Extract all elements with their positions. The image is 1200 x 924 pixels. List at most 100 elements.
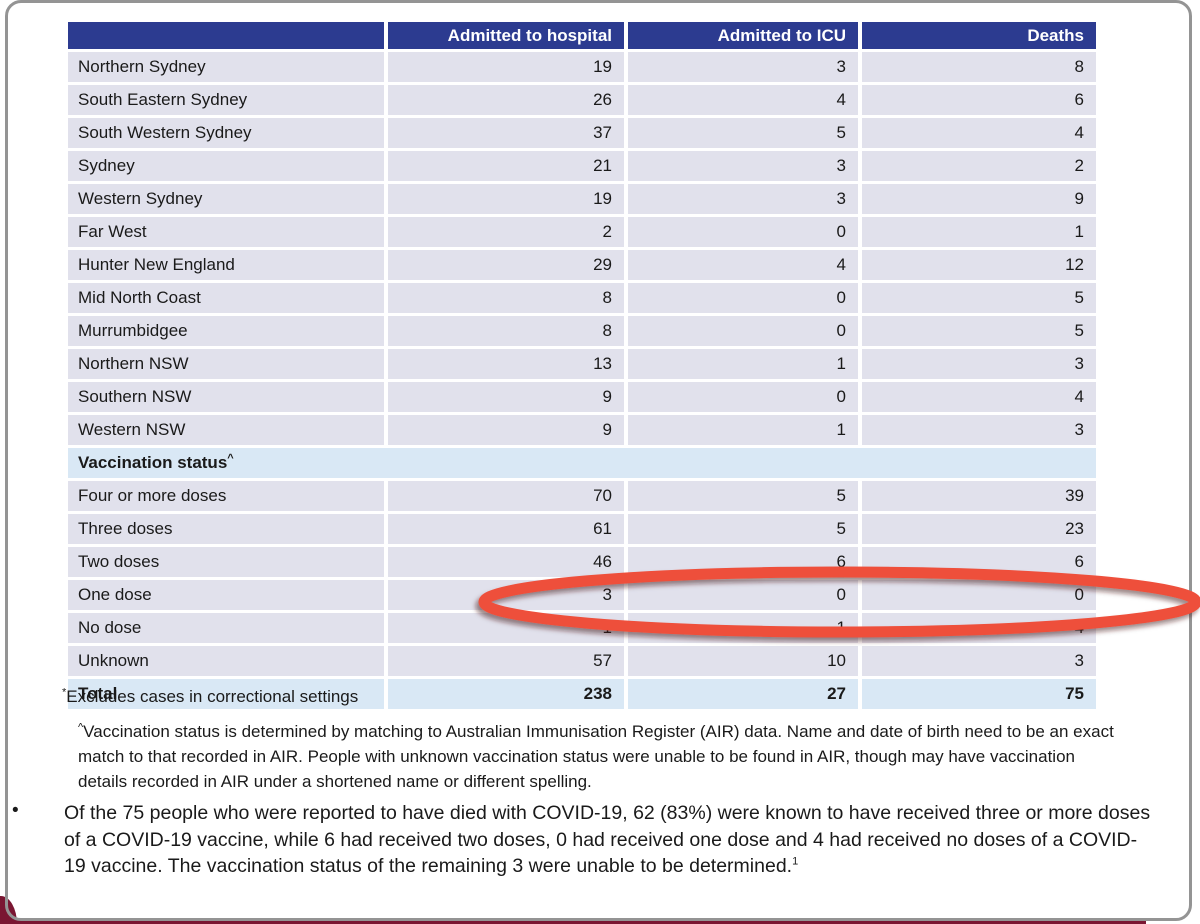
row-value: 0 [628,382,858,412]
row-value: 0 [628,283,858,313]
row-value: 29 [388,250,624,280]
bullet-text: Of the 75 people who were reported to ha… [64,800,1155,880]
row-label: Unknown [68,646,384,676]
row-value: 9 [862,184,1096,214]
row-value: 19 [388,184,624,214]
row-value: 75 [862,679,1096,709]
row-label: No dose [68,613,384,643]
footnote-text: Vaccination status is determined by matc… [78,722,1114,791]
table-row: Three doses 61 5 23 [68,514,1096,544]
row-value: 10 [628,646,858,676]
row-value: 5 [862,283,1096,313]
row-value: 4 [862,613,1096,643]
slide-bottom-accent [14,918,1146,924]
covid-stats-table: Admitted to hospital Admitted to ICU Dea… [64,19,1100,712]
row-value: 3 [628,184,858,214]
row-value: 3 [862,646,1096,676]
table-row: South Western Sydney 37 5 4 [68,118,1096,148]
row-label: Two doses [68,547,384,577]
row-value: 39 [862,481,1096,511]
row-label: Murrumbidgee [68,316,384,346]
table-row: Sydney 21 3 2 [68,151,1096,181]
row-value: 61 [388,514,624,544]
table-header-hospital: Admitted to hospital [388,22,624,49]
table-row: Northern Sydney 19 3 8 [68,52,1096,82]
table-row: Mid North Coast 8 0 5 [68,283,1096,313]
row-label: Far West [68,217,384,247]
row-label: Northern NSW [68,349,384,379]
section-label: Vaccination status^ [68,448,1096,478]
row-value: 5 [862,316,1096,346]
row-value: 1 [628,349,858,379]
row-value: 1 [862,217,1096,247]
row-label: One dose [68,580,384,610]
row-value: 8 [388,316,624,346]
row-value: 5 [628,118,858,148]
row-value: 1 [628,613,858,643]
row-value: 0 [628,580,858,610]
row-value: 3 [628,151,858,181]
table-row: Southern NSW 9 0 4 [68,382,1096,412]
section-row: Vaccination status^ [68,448,1096,478]
row-value: 8 [388,283,624,313]
row-label: Sydney [68,151,384,181]
footnote-marker: * [62,686,67,699]
table-row: Total 238 27 75 [68,679,1096,709]
row-value: 8 [862,52,1096,82]
row-value: 1 [388,613,624,643]
table-row: One dose 3 0 0 [68,580,1096,610]
row-value: 2 [388,217,624,247]
row-value: 238 [388,679,624,709]
row-value: 5 [628,514,858,544]
footnote-marker: ^ [78,721,84,734]
row-value: 3 [628,52,858,82]
table-row: South Eastern Sydney 26 4 6 [68,85,1096,115]
table-row: Western Sydney 19 3 9 [68,184,1096,214]
table-header-icu: Admitted to ICU [628,22,858,49]
row-value: 6 [862,85,1096,115]
row-label: South Western Sydney [68,118,384,148]
row-value: 2 [862,151,1096,181]
row-value: 0 [628,316,858,346]
row-value: 4 [862,382,1096,412]
row-value: 4 [628,250,858,280]
footnote-correctional: *Excludes cases in correctional settings [62,687,358,707]
row-value: 6 [862,547,1096,577]
bullet-text-body: Of the 75 people who were reported to ha… [64,802,1151,877]
table-row: No dose 1 1 4 [68,613,1096,643]
row-value: 23 [862,514,1096,544]
row-label: Four or more doses [68,481,384,511]
row-label: South Eastern Sydney [68,85,384,115]
table-row: Four or more doses 70 5 39 [68,481,1096,511]
row-value: 9 [388,415,624,445]
table-row: Murrumbidgee 8 0 5 [68,316,1096,346]
row-label: Northern Sydney [68,52,384,82]
row-label: Western NSW [68,415,384,445]
table-row: Two doses 46 6 6 [68,547,1096,577]
bullet-item: • Of the 75 people who were reported to … [10,800,1155,880]
row-label: Three doses [68,514,384,544]
table-row: Unknown 57 10 3 [68,646,1096,676]
table-body: Northern Sydney 19 3 8 South Eastern Sydney 2… [68,52,1096,709]
table-row: Hunter New England 29 4 12 [68,250,1096,280]
row-label: Western Sydney [68,184,384,214]
table-row: Northern NSW 13 1 3 [68,349,1096,379]
row-value: 37 [388,118,624,148]
row-value: 46 [388,547,624,577]
footnote-text: Excludes cases in correctional settings [66,687,359,706]
row-value: 0 [628,217,858,247]
row-value: 4 [628,85,858,115]
row-value: 3 [862,349,1096,379]
section-superscript: ^ [227,452,234,465]
row-value: 6 [628,547,858,577]
row-value: 26 [388,85,624,115]
footnote-vaccination-status: ^Vaccination status is determined by mat… [78,719,1126,794]
row-value: 12 [862,250,1096,280]
row-label: Hunter New England [68,250,384,280]
table-row: Far West 2 0 1 [68,217,1096,247]
table-row: Western NSW 9 1 3 [68,415,1096,445]
row-value: 3 [388,580,624,610]
row-value: 5 [628,481,858,511]
row-label: Total [68,679,384,709]
row-value: 19 [388,52,624,82]
